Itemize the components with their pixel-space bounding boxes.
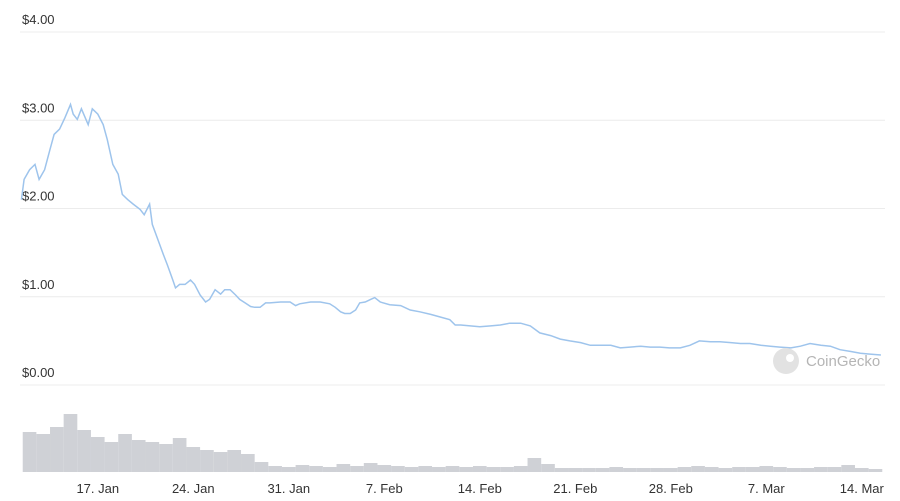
- volume-bar: [459, 467, 473, 472]
- volume-bar: [513, 466, 528, 472]
- x-tick-label: 31. Jan: [267, 481, 310, 496]
- volume-bar: [827, 467, 842, 472]
- volume-bar: [472, 466, 487, 472]
- volume-bar: [854, 468, 869, 472]
- y-tick-label: $1.00: [22, 277, 55, 292]
- volume-bar: [445, 466, 460, 472]
- volume-bar: [527, 458, 542, 472]
- volume-bar: [254, 462, 269, 472]
- volume-bar: [131, 440, 146, 472]
- volume-bar: [377, 465, 392, 472]
- volume-bar: [404, 467, 419, 472]
- y-tick-label: $3.00: [22, 100, 55, 115]
- volume-bar: [868, 469, 883, 472]
- x-tick-label: 14. Mar: [840, 481, 885, 496]
- volume-bar: [22, 432, 37, 472]
- volume-bar: [691, 466, 705, 472]
- volume-bar: [322, 467, 337, 472]
- volume-bar: [104, 442, 119, 472]
- volume-bar: [800, 468, 815, 472]
- volume-bar: [268, 466, 282, 472]
- volume-bar: [241, 454, 255, 472]
- volume-bar: [486, 467, 501, 472]
- volume-bar: [650, 468, 664, 472]
- volume-bar: [704, 467, 719, 472]
- y-tick-label: $4.00: [22, 12, 55, 27]
- volume-bar: [350, 466, 364, 472]
- watermark-logo-eye: [786, 354, 794, 362]
- volume-bar: [213, 452, 228, 472]
- volume-bar: [663, 468, 678, 472]
- volume-bar: [773, 467, 787, 472]
- volume-bar: [500, 467, 514, 472]
- volume-bar: [391, 466, 405, 472]
- volume-bar: [841, 465, 855, 472]
- volume-bar: [418, 466, 433, 472]
- volume-bar: [200, 450, 214, 472]
- volume-bar: [172, 438, 187, 472]
- volume-bar: [50, 427, 64, 472]
- volume-bar: [118, 434, 132, 472]
- volume-bar: [554, 468, 569, 472]
- volume-bar: [595, 468, 610, 472]
- volume-bar: [568, 468, 583, 472]
- volume-bar: [636, 468, 651, 472]
- volume-bar: [336, 464, 351, 472]
- x-tick-label: 28. Feb: [649, 481, 693, 496]
- volume-bar: [36, 434, 51, 472]
- volume-bar: [718, 468, 733, 472]
- volume-bar: [786, 468, 801, 472]
- price-line: [20, 102, 881, 356]
- volume-bar: [90, 437, 105, 472]
- volume-bar: [363, 463, 378, 472]
- volume-bar: [145, 442, 160, 472]
- volume-bar: [295, 465, 310, 472]
- volume-bar: [732, 467, 746, 472]
- watermark: CoinGecko: [773, 348, 880, 374]
- volume-bar: [63, 414, 78, 472]
- volume-bar: [582, 468, 596, 472]
- volume-bar: [677, 467, 692, 472]
- y-tick-label: $0.00: [22, 365, 55, 380]
- y-tick-label: $2.00: [22, 189, 55, 204]
- volume-bar: [159, 444, 173, 472]
- volume-bar: [227, 450, 242, 472]
- volume-bar: [745, 467, 760, 472]
- volume-bar: [609, 467, 624, 472]
- volume-bar: [759, 466, 774, 472]
- x-tick-label: 7. Feb: [366, 481, 403, 496]
- watermark-logo: [773, 348, 799, 374]
- x-tick-label: 7. Mar: [748, 481, 786, 496]
- volume-bar: [432, 467, 446, 472]
- volume-bar: [541, 464, 555, 472]
- volume-bar: [309, 466, 323, 472]
- volume-bar: [77, 430, 91, 472]
- volume-bar: [814, 467, 828, 472]
- volume-bar: [623, 468, 637, 472]
- x-tick-label: 21. Feb: [553, 481, 597, 496]
- watermark-text: CoinGecko: [806, 353, 880, 370]
- volume-bar: [186, 447, 201, 472]
- x-tick-label: 14. Feb: [458, 481, 502, 496]
- volume-bar: [281, 467, 296, 472]
- x-tick-label: 24. Jan: [172, 481, 215, 496]
- x-tick-label: 17. Jan: [76, 481, 119, 496]
